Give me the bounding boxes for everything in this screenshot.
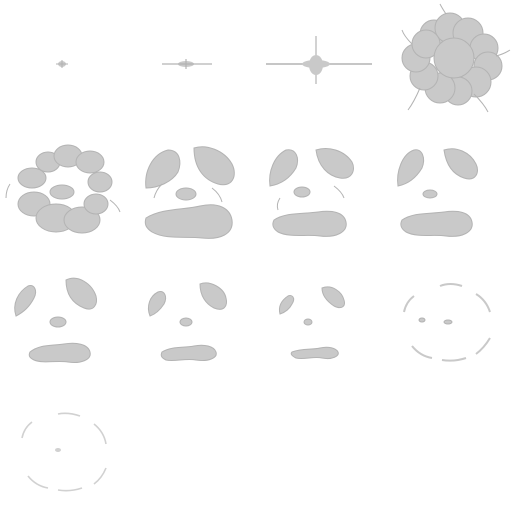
frame-03-art bbox=[266, 36, 372, 84]
frame-01-art bbox=[56, 60, 68, 68]
frame-13-art bbox=[21, 412, 107, 492]
frame-09-art bbox=[14, 277, 97, 363]
frame-08-art bbox=[397, 148, 478, 237]
empty-slot-15 bbox=[256, 384, 384, 512]
frame-06-art bbox=[144, 146, 235, 239]
empty-slot-14 bbox=[128, 384, 256, 512]
frame-06 bbox=[128, 128, 256, 256]
frame-10-art bbox=[147, 282, 227, 362]
frame-11 bbox=[256, 256, 384, 384]
frame-11-art bbox=[279, 286, 345, 360]
frame-04 bbox=[384, 0, 512, 128]
empty-slot-16 bbox=[384, 384, 512, 512]
frame-05 bbox=[0, 128, 128, 256]
frame-12-art bbox=[403, 283, 491, 362]
frame-02 bbox=[128, 0, 256, 128]
frame-01 bbox=[0, 0, 128, 128]
frame-13 bbox=[0, 384, 128, 512]
frame-12 bbox=[384, 256, 512, 384]
frame-07 bbox=[256, 128, 384, 256]
frame-09 bbox=[0, 256, 128, 384]
frame-04-art bbox=[401, 3, 511, 113]
frame-05-art bbox=[5, 144, 121, 234]
frame-03 bbox=[256, 0, 384, 128]
frame-02-art bbox=[162, 59, 212, 69]
frame-08 bbox=[384, 128, 512, 256]
frame-07-art bbox=[269, 148, 354, 237]
frame-10 bbox=[128, 256, 256, 384]
